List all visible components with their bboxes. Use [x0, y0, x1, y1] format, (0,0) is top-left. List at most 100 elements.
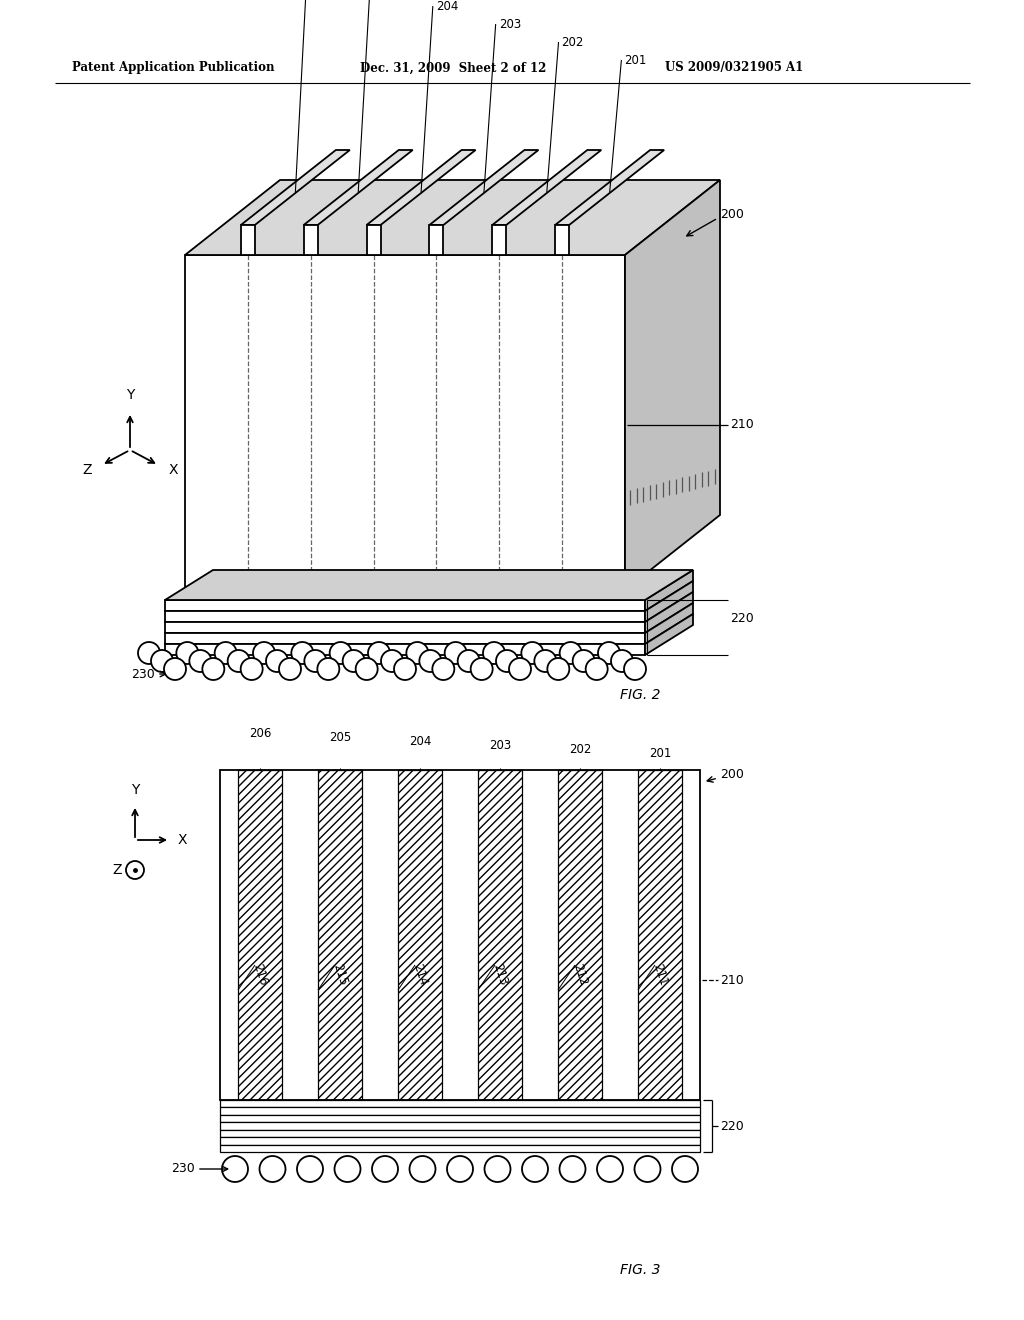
Circle shape: [496, 649, 518, 672]
Circle shape: [535, 649, 556, 672]
Polygon shape: [241, 224, 255, 255]
Bar: [165, 634, 645, 644]
Circle shape: [126, 861, 144, 879]
Circle shape: [672, 1156, 698, 1181]
Circle shape: [586, 657, 607, 680]
Bar: [220, 1100, 700, 1107]
Text: 203: 203: [499, 17, 521, 30]
Text: X: X: [178, 833, 187, 847]
Polygon shape: [645, 591, 693, 634]
Bar: [220, 1137, 700, 1144]
Circle shape: [164, 657, 186, 680]
Text: 220: 220: [720, 1119, 743, 1133]
Text: 204: 204: [409, 735, 431, 748]
Circle shape: [410, 1156, 435, 1181]
Circle shape: [548, 657, 569, 680]
Circle shape: [176, 642, 199, 664]
Bar: [220, 770, 700, 1100]
Polygon shape: [429, 224, 443, 255]
Circle shape: [407, 642, 428, 664]
Bar: [165, 622, 645, 634]
Text: 211: 211: [650, 962, 670, 987]
Text: US 2009/0321905 A1: US 2009/0321905 A1: [665, 62, 803, 74]
Circle shape: [597, 1156, 623, 1181]
Circle shape: [611, 649, 633, 672]
Polygon shape: [625, 180, 720, 590]
Circle shape: [138, 642, 160, 664]
Bar: [220, 1122, 700, 1130]
Circle shape: [458, 649, 479, 672]
Circle shape: [335, 1156, 360, 1181]
Polygon shape: [367, 150, 475, 224]
Text: 230: 230: [131, 668, 155, 681]
Circle shape: [572, 649, 595, 672]
Text: FIG. 2: FIG. 2: [620, 688, 660, 702]
Circle shape: [444, 642, 467, 664]
Circle shape: [259, 1156, 286, 1181]
Circle shape: [279, 657, 301, 680]
Circle shape: [304, 649, 327, 672]
Circle shape: [343, 649, 365, 672]
Circle shape: [559, 1156, 586, 1181]
Polygon shape: [493, 150, 601, 224]
Circle shape: [372, 1156, 398, 1181]
Text: 202: 202: [561, 36, 584, 49]
Circle shape: [215, 642, 237, 664]
Bar: [220, 1115, 700, 1122]
Polygon shape: [185, 180, 720, 255]
Text: 215: 215: [331, 962, 349, 987]
Circle shape: [447, 1156, 473, 1181]
Text: 201: 201: [625, 54, 647, 66]
Bar: [165, 644, 645, 655]
Polygon shape: [241, 150, 350, 224]
Text: Y: Y: [131, 783, 139, 797]
Text: 206: 206: [249, 727, 271, 741]
Circle shape: [483, 642, 505, 664]
Circle shape: [560, 642, 582, 664]
Circle shape: [189, 649, 211, 672]
Circle shape: [266, 649, 288, 672]
Circle shape: [484, 1156, 511, 1181]
Circle shape: [432, 657, 455, 680]
Circle shape: [598, 642, 620, 664]
Text: Dec. 31, 2009  Sheet 2 of 12: Dec. 31, 2009 Sheet 2 of 12: [360, 62, 547, 74]
Circle shape: [241, 657, 263, 680]
Text: 204: 204: [436, 0, 458, 12]
Text: Z: Z: [113, 863, 122, 876]
Polygon shape: [429, 150, 539, 224]
Text: 213: 213: [490, 962, 510, 987]
Polygon shape: [165, 570, 693, 601]
Bar: [238, 770, 282, 1100]
Bar: [165, 601, 645, 611]
Circle shape: [471, 657, 493, 680]
Circle shape: [253, 642, 275, 664]
Circle shape: [292, 642, 313, 664]
Text: 210: 210: [720, 974, 743, 986]
Bar: [220, 1107, 700, 1115]
Circle shape: [368, 642, 390, 664]
Circle shape: [635, 1156, 660, 1181]
Bar: [318, 770, 362, 1100]
Circle shape: [355, 657, 378, 680]
Text: 230: 230: [171, 1163, 195, 1176]
Circle shape: [203, 657, 224, 680]
Circle shape: [522, 1156, 548, 1181]
Text: FIG. 3: FIG. 3: [620, 1263, 660, 1276]
Text: 214: 214: [411, 962, 430, 987]
Polygon shape: [645, 614, 693, 655]
Circle shape: [420, 649, 441, 672]
Polygon shape: [367, 224, 381, 255]
Circle shape: [394, 657, 416, 680]
Bar: [220, 1144, 700, 1152]
Bar: [558, 770, 602, 1100]
Circle shape: [317, 657, 339, 680]
Text: Z: Z: [82, 463, 91, 478]
Circle shape: [509, 657, 531, 680]
Circle shape: [297, 1156, 323, 1181]
Bar: [165, 611, 645, 622]
Circle shape: [330, 642, 351, 664]
Circle shape: [222, 1156, 248, 1181]
Text: 216: 216: [250, 962, 269, 987]
Circle shape: [151, 649, 173, 672]
Text: 205: 205: [329, 731, 351, 744]
